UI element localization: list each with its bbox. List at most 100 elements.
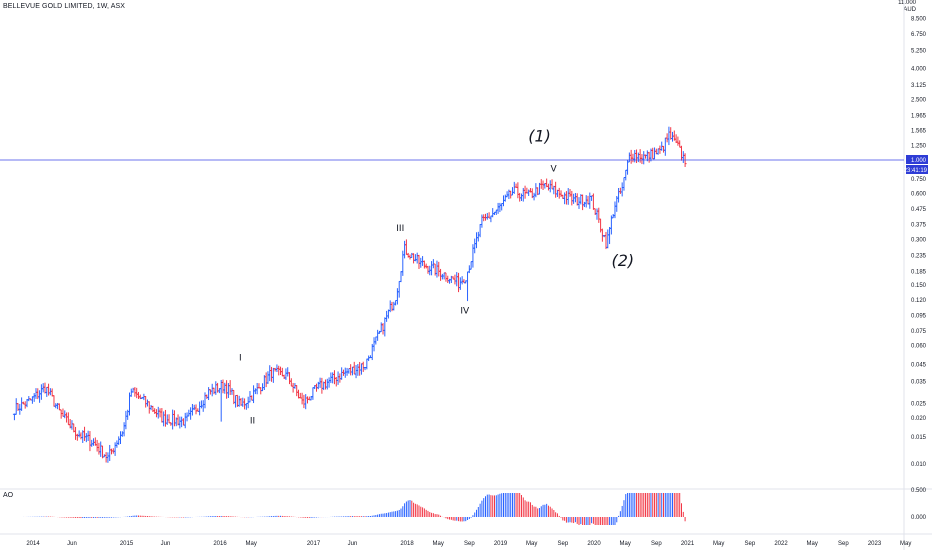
time-tick-label: May [619, 541, 630, 547]
ohlc-bar [523, 185, 527, 199]
ohlc-bar [36, 388, 40, 400]
price-tick-label: 0.020 [911, 416, 927, 422]
ohlc-bar [417, 254, 421, 269]
ohlc-bar [144, 396, 148, 408]
ohlc-bar [306, 396, 310, 404]
ohlc-bar [349, 364, 353, 376]
ohlc-bar [622, 176, 626, 191]
ohlc-bar [262, 375, 266, 391]
ohlc-bar [617, 187, 621, 203]
price-tick-label: 0.035 [911, 379, 927, 385]
ohlc-bar [172, 410, 176, 427]
ohlc-bar [327, 377, 331, 388]
ohlc-bar [399, 271, 403, 283]
time-tick-label: 2023 [868, 541, 882, 547]
ohlc-bar [557, 187, 561, 199]
ohlc-bar [620, 182, 624, 197]
last-price-tag-label: 1.000 [911, 158, 927, 164]
price-tick-label: 1.965 [911, 113, 927, 119]
price-tick-label: 0.300 [911, 237, 927, 243]
ohlc-bar [591, 193, 595, 210]
price-tick-label: 0.750 [911, 177, 927, 183]
ohlc-bar [167, 414, 171, 424]
ohlc-bar [424, 263, 428, 269]
price-tick-label: 0.025 [911, 402, 927, 408]
ohlc-bar [288, 372, 292, 385]
ohlc-bar [189, 407, 193, 420]
ohlc-bar [136, 391, 140, 399]
price-tick-label: 0.600 [911, 192, 927, 198]
ohlc-bar [203, 392, 207, 409]
ohlc-bar [147, 401, 151, 414]
ohlc-bar [559, 190, 563, 197]
ohlc-bar [566, 188, 570, 205]
ohlc-bar [669, 127, 673, 140]
ao-tick-label: 0.000 [911, 515, 927, 521]
ohlc-bar [41, 383, 45, 393]
ohlc-bar [599, 218, 603, 233]
countdown-tag [906, 165, 928, 174]
ohlc-bar [361, 361, 365, 372]
time-tick-label: May [526, 541, 537, 547]
ohlc-bar [457, 272, 461, 293]
ohlc-bar [257, 383, 261, 389]
time-tick-label: Jun [67, 541, 77, 547]
ohlc-bar [618, 187, 622, 194]
time-tick-label: Sep [464, 541, 475, 547]
wave-label-i: I [239, 353, 242, 363]
ohlc-bar [171, 409, 175, 430]
time-tick-label: 2019 [494, 541, 508, 547]
ohlc-bar [90, 439, 94, 447]
ohlc-bar [122, 422, 126, 437]
ohlc-bar [613, 201, 617, 219]
ohlc-bar [426, 265, 430, 274]
ohlc-bar [336, 371, 340, 385]
time-tick-label: May [245, 541, 256, 547]
ohlc-bar [311, 387, 315, 400]
ohlc-bar [198, 401, 202, 416]
price-tick-label: 2.500 [911, 98, 927, 104]
ohlc-bar [356, 364, 360, 376]
time-tick-label: 2014 [26, 541, 40, 547]
ohlc-bar [338, 373, 342, 383]
ohlc-bar [84, 433, 88, 443]
ohlc-bar [57, 403, 61, 411]
ohlc-bar [43, 382, 47, 394]
ohlc-bar [586, 195, 590, 205]
ohlc-bar [190, 403, 194, 416]
ohlc-bar [478, 224, 482, 238]
ohlc-bar [160, 408, 164, 423]
price-tick-label: 0.150 [911, 283, 927, 289]
ohlc-bar [595, 208, 599, 220]
ohlc-bar [234, 395, 238, 408]
ohlc-bar [39, 384, 43, 400]
ohlc-bar [415, 252, 419, 264]
ohlc-bar [510, 187, 514, 196]
ohlc-bar [440, 273, 444, 280]
time-tick-label: Jun [161, 541, 171, 547]
ohlc-bar [298, 392, 302, 399]
ohlc-bar [61, 408, 65, 417]
ohlc-bar [318, 377, 322, 388]
ohlc-bar [47, 383, 51, 396]
ohlc-bar [608, 226, 612, 245]
ohlc-bar [20, 397, 24, 411]
ohlc-bar [505, 191, 509, 198]
ohlc-bar [403, 240, 407, 259]
ao-histogram [22, 493, 686, 525]
ohlc-bar [201, 400, 205, 412]
ohlc-bar [367, 355, 371, 362]
price-tick-label: 0.475 [911, 207, 927, 213]
ohlc-bar [181, 418, 185, 426]
ohlc-bar [66, 412, 70, 426]
ohlc-bar [135, 387, 139, 399]
price-tick-label: 0.015 [911, 435, 927, 441]
ohlc-bar [183, 412, 187, 429]
ohlc-bar [210, 383, 214, 397]
price-tick-label: 0.375 [911, 223, 927, 229]
ohlc-bar [359, 363, 363, 375]
countdown-tag-label: 23:41:19 [904, 168, 928, 174]
wave-label-major-2: (2) [611, 251, 634, 270]
price-tick-label: 0.095 [911, 313, 927, 319]
